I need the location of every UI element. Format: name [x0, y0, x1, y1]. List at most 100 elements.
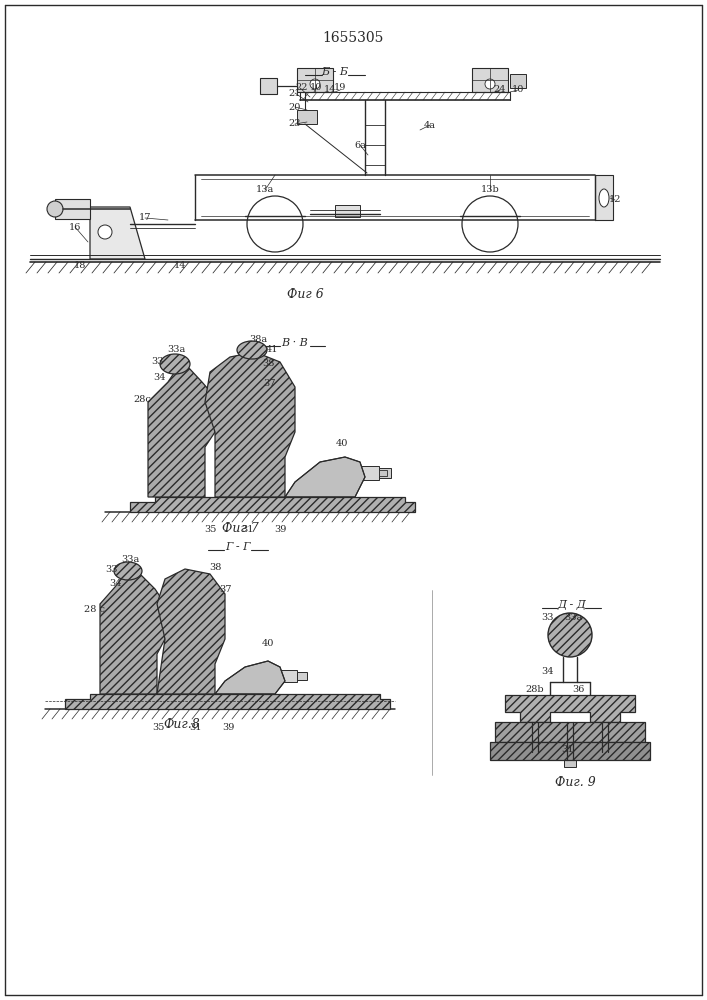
Text: 28 c: 28 c	[85, 604, 105, 613]
Text: Фиг.8: Фиг.8	[163, 718, 200, 732]
Text: 38a: 38a	[249, 336, 267, 344]
Bar	[527, 746, 543, 752]
Polygon shape	[148, 367, 215, 497]
Text: Б - Б: Б - Б	[322, 67, 349, 77]
Bar	[108, 669, 118, 677]
Bar	[335, 205, 360, 217]
Circle shape	[247, 196, 303, 252]
Circle shape	[98, 225, 112, 239]
Text: Фиг 7: Фиг 7	[221, 522, 258, 534]
Text: 38: 38	[209, 562, 221, 572]
Bar	[159, 452, 169, 460]
Text: Д - Д: Д - Д	[558, 600, 586, 610]
Text: 39: 39	[222, 722, 234, 732]
Polygon shape	[205, 352, 295, 497]
Text: 33a: 33a	[167, 346, 185, 355]
Text: 40: 40	[262, 640, 274, 648]
Text: 34: 34	[153, 372, 166, 381]
Bar	[531, 711, 539, 721]
Bar	[297, 672, 307, 680]
Polygon shape	[130, 497, 415, 512]
Circle shape	[310, 79, 320, 89]
Text: 28c: 28c	[133, 395, 151, 404]
Text: 23: 23	[288, 119, 301, 128]
Bar	[564, 760, 576, 767]
Polygon shape	[505, 695, 635, 722]
Text: Фиг 6: Фиг 6	[286, 288, 323, 302]
Bar	[116, 644, 126, 652]
Text: 39: 39	[274, 526, 286, 534]
Circle shape	[462, 196, 518, 252]
Text: 33a: 33a	[564, 612, 582, 621]
Circle shape	[47, 201, 63, 217]
Text: 20: 20	[289, 103, 301, 111]
Bar	[472, 68, 508, 92]
Circle shape	[526, 701, 544, 719]
Polygon shape	[90, 207, 145, 259]
Text: 19: 19	[334, 84, 346, 93]
Text: 41: 41	[266, 346, 279, 355]
Text: 31: 31	[242, 526, 255, 534]
Text: 31: 31	[561, 746, 573, 754]
Text: 14: 14	[324, 86, 337, 95]
Text: 10: 10	[512, 86, 524, 95]
Text: 28b: 28b	[526, 686, 544, 694]
Text: 6a: 6a	[354, 140, 366, 149]
Polygon shape	[157, 569, 225, 694]
Text: 34: 34	[541, 668, 554, 676]
Text: 38: 38	[262, 360, 274, 368]
Text: 22: 22	[296, 84, 308, 93]
Text: 31: 31	[189, 722, 202, 732]
Bar	[108, 652, 118, 660]
Polygon shape	[285, 457, 365, 497]
Text: 37: 37	[218, 584, 231, 593]
Bar	[159, 472, 169, 480]
Text: 16: 16	[69, 223, 81, 232]
Text: 17: 17	[139, 214, 151, 223]
Ellipse shape	[599, 189, 609, 207]
Ellipse shape	[114, 562, 142, 580]
Text: 33: 33	[152, 358, 164, 366]
Bar	[379, 468, 391, 478]
Polygon shape	[490, 742, 650, 760]
Text: 37: 37	[264, 379, 276, 388]
Bar	[277, 670, 297, 682]
Text: 10: 10	[310, 84, 322, 93]
Bar	[168, 445, 178, 453]
Text: 13a: 13a	[256, 186, 274, 194]
Text: 13b: 13b	[481, 186, 499, 194]
Bar	[357, 466, 379, 480]
Polygon shape	[215, 661, 285, 694]
Bar	[595, 175, 613, 220]
Circle shape	[485, 79, 495, 89]
Ellipse shape	[160, 354, 190, 374]
Bar	[597, 746, 613, 752]
Bar	[510, 74, 526, 88]
Ellipse shape	[237, 341, 267, 359]
Text: 33: 33	[106, 564, 118, 574]
Text: 36: 36	[572, 686, 584, 694]
Text: Фиг. 9: Фиг. 9	[554, 776, 595, 788]
Bar	[55, 199, 90, 219]
Text: 35: 35	[152, 722, 164, 732]
Text: 33a: 33a	[121, 554, 139, 564]
Bar	[116, 660, 126, 668]
Polygon shape	[100, 574, 165, 694]
Text: 40: 40	[336, 440, 348, 448]
Text: 34: 34	[109, 578, 121, 587]
Bar	[297, 68, 333, 92]
Text: 12: 12	[609, 196, 621, 205]
Text: 33: 33	[541, 613, 554, 622]
Bar	[379, 470, 387, 476]
Text: Г - Г: Г - Г	[226, 542, 251, 552]
Text: 14: 14	[174, 260, 186, 269]
Text: В · В: В · В	[281, 338, 308, 348]
Text: 1655305: 1655305	[322, 31, 384, 45]
Circle shape	[548, 613, 592, 657]
Text: 24: 24	[493, 86, 506, 95]
Bar	[168, 462, 178, 470]
Polygon shape	[65, 694, 390, 709]
Text: 4a: 4a	[424, 120, 436, 129]
Text: 18: 18	[74, 260, 86, 269]
Bar	[297, 110, 317, 124]
